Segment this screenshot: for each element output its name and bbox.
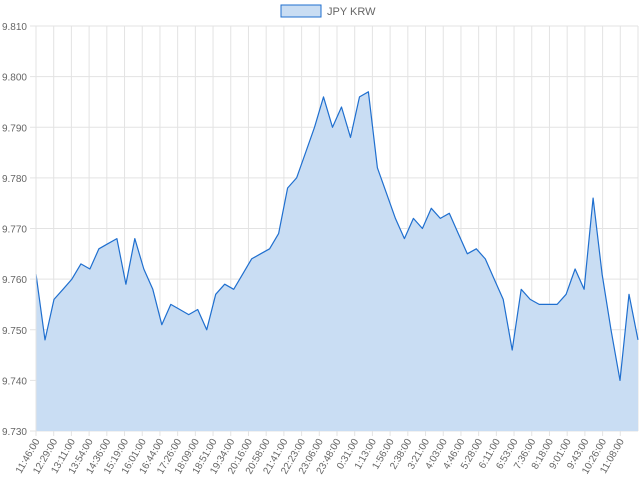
y-tick-label: 9.730 [2, 427, 27, 438]
data-point[interactable] [240, 271, 246, 277]
data-point[interactable] [437, 215, 443, 221]
data-point[interactable] [114, 236, 120, 242]
data-point[interactable] [563, 291, 569, 297]
data-point[interactable] [60, 286, 66, 292]
data-point[interactable] [222, 281, 228, 287]
data-point[interactable] [105, 241, 111, 247]
data-point[interactable] [78, 261, 84, 267]
y-tick-label: 9.750 [2, 326, 27, 337]
data-point[interactable] [159, 322, 165, 328]
data-point[interactable] [428, 205, 434, 211]
data-point[interactable] [204, 327, 210, 333]
data-point[interactable] [96, 246, 102, 252]
data-point[interactable] [294, 175, 300, 181]
y-tick-label: 9.740 [2, 376, 27, 387]
y-tick-label: 9.760 [2, 275, 27, 286]
data-point[interactable] [213, 291, 219, 297]
data-point[interactable] [168, 301, 174, 307]
data-point[interactable] [473, 246, 479, 252]
data-point[interactable] [617, 377, 623, 383]
y-tick-label: 9.780 [2, 174, 27, 185]
data-point[interactable] [330, 124, 336, 130]
data-point[interactable] [383, 190, 389, 196]
data-point[interactable] [249, 256, 255, 262]
data-point[interactable] [455, 231, 461, 237]
y-tick-label: 9.810 [2, 22, 27, 33]
data-point[interactable] [491, 276, 497, 282]
data-point[interactable] [482, 256, 488, 262]
data-point[interactable] [581, 286, 587, 292]
data-point[interactable] [267, 246, 273, 252]
data-point[interactable] [410, 215, 416, 221]
data-point[interactable] [51, 296, 57, 302]
series-line-jpy-krw [35, 91, 639, 381]
data-point[interactable] [572, 266, 578, 272]
data-point[interactable] [608, 327, 614, 333]
data-point[interactable] [374, 165, 380, 171]
legend-label-jpy-krw[interactable]: JPY KRW [327, 6, 376, 18]
legend-swatch[interactable] [280, 4, 322, 18]
data-point[interactable] [401, 236, 407, 242]
data-point[interactable] [312, 124, 318, 130]
data-point[interactable] [464, 251, 470, 257]
data-point[interactable] [339, 104, 345, 110]
data-point[interactable] [590, 195, 596, 201]
data-point[interactable] [348, 134, 354, 140]
data-point[interactable] [132, 236, 138, 242]
data-point[interactable] [87, 266, 93, 272]
data-point[interactable] [554, 301, 560, 307]
data-point[interactable] [150, 286, 156, 292]
data-point[interactable] [258, 251, 264, 257]
data-point[interactable] [365, 89, 371, 95]
data-point[interactable] [357, 94, 363, 100]
y-tick-label: 9.770 [2, 225, 27, 236]
data-point[interactable] [536, 301, 542, 307]
data-point[interactable] [446, 210, 452, 216]
data-point[interactable] [509, 347, 515, 353]
data-point[interactable] [195, 307, 201, 313]
data-point[interactable] [518, 286, 524, 292]
data-point[interactable] [392, 215, 398, 221]
data-point[interactable] [599, 271, 605, 277]
legend[interactable]: JPY KRW [280, 4, 376, 18]
series-layer [35, 89, 639, 432]
data-point[interactable] [123, 281, 129, 287]
data-point[interactable] [321, 94, 327, 100]
data-point[interactable] [626, 291, 632, 297]
data-point[interactable] [177, 307, 183, 313]
data-point[interactable] [231, 286, 237, 292]
data-point[interactable] [419, 226, 425, 232]
y-tick-label: 9.800 [2, 73, 27, 84]
data-point[interactable] [285, 185, 291, 191]
data-point[interactable] [527, 296, 533, 302]
data-point[interactable] [186, 312, 192, 318]
data-point[interactable] [276, 231, 282, 237]
data-point[interactable] [545, 301, 551, 307]
data-point[interactable] [141, 266, 147, 272]
data-point[interactable] [303, 150, 309, 156]
y-tick-label: 9.790 [2, 123, 27, 134]
series-area-jpy-krw [36, 91, 638, 432]
data-point[interactable] [69, 276, 75, 282]
data-point[interactable] [42, 337, 48, 343]
data-point[interactable] [500, 296, 506, 302]
